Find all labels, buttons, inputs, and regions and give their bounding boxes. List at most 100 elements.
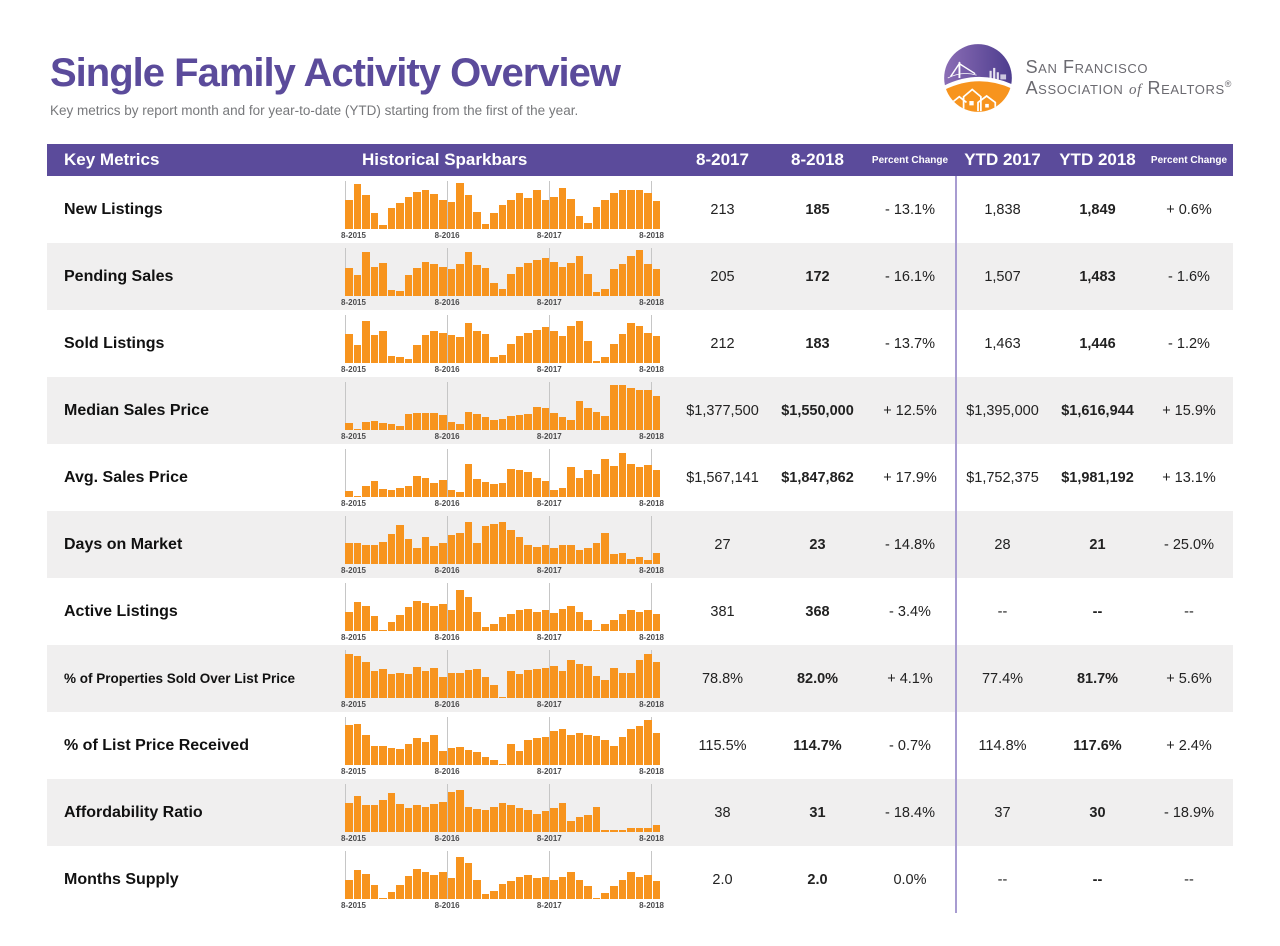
sparkbar-bar — [490, 806, 498, 832]
sparkbar-bar — [404, 607, 413, 631]
sparkbar-bar — [473, 669, 481, 698]
sparkbar-bar — [524, 670, 533, 698]
sparkbar-bar — [515, 876, 524, 899]
sparkbar-bar — [533, 813, 541, 832]
sparkbar-bars — [345, 248, 661, 296]
sparkbar-bar — [404, 744, 413, 765]
sparkbar-axis-label: 8-2015 — [341, 566, 366, 575]
sparkbar-bar — [507, 343, 515, 363]
sparkbar-bar — [387, 356, 396, 363]
col-header-month-2017: 8-2017 — [696, 150, 749, 169]
sparkbar-bar — [439, 802, 447, 832]
sparkbar-bar — [370, 335, 379, 363]
cell-m2017: 115.5% — [698, 737, 747, 754]
cell-mchange: - 3.4% — [889, 603, 931, 620]
sparkbar-axis-label: 8-2018 — [639, 499, 664, 508]
sparkbar-bar — [618, 672, 627, 698]
sparkbar-bar — [430, 668, 439, 698]
sfar-logo: San Francisco Association of Realtors® — [942, 42, 1232, 114]
sparkbar-bar — [575, 255, 584, 296]
sparkbar-bar — [464, 194, 473, 229]
sparkbar-bar — [533, 669, 541, 698]
cell-ytd2017: $1,752,375 — [966, 469, 1039, 486]
sparkbar-bar — [447, 202, 456, 229]
sparkbar-bar — [541, 811, 550, 832]
sparkbar-axis-label: 8-2016 — [434, 499, 460, 508]
sparkbar-gridline — [549, 516, 551, 564]
sparkbar-bar — [541, 610, 550, 631]
sparkbar-gridline — [345, 516, 346, 564]
sparkbar-bar — [439, 199, 447, 229]
sparkbar-bar — [421, 603, 430, 631]
sparkbar-bar — [609, 619, 618, 631]
sparkbar-bar — [592, 411, 601, 430]
sparkbar-bar — [404, 275, 413, 296]
sparkbar-bar — [575, 663, 584, 698]
sparkbar-bar — [515, 537, 524, 564]
sparkbar-bar — [558, 803, 567, 832]
sparkbar-bar — [490, 212, 498, 229]
sparkbar-axis-label: 8-2016 — [434, 901, 460, 910]
logo-line-2: Association of Realtors® — [1025, 77, 1232, 98]
sparkbar-bar — [396, 748, 404, 765]
sparkbar-bar — [524, 262, 533, 296]
cell-mchange: + 12.5% — [883, 402, 937, 419]
sparkbar-bar — [370, 671, 379, 698]
sparkbar-chart: 8-2015 8-2016 8-2017 8-2018 — [341, 243, 675, 310]
sparkbar-bar — [584, 735, 592, 765]
sparkbar-bar — [652, 552, 661, 564]
sparkbar-axis: 8-2015 8-2016 8-2017 8-2018 — [341, 901, 664, 911]
sparkbar-bar — [507, 273, 515, 296]
sparkbar-bar — [601, 532, 609, 564]
sparkbar-bar — [490, 484, 498, 497]
sparkbar-gridline — [549, 382, 551, 430]
sparkbar-bar — [635, 611, 644, 631]
sparkbar-bar — [413, 476, 421, 497]
sparkbar-bar — [498, 418, 507, 430]
sparkbar-bar — [456, 589, 464, 631]
sparkbar-bar — [584, 273, 592, 296]
sparkbar-bar — [601, 289, 609, 296]
sparkbar-bar — [507, 880, 515, 899]
sparkbar-bar — [379, 745, 387, 765]
sparkbar-bar — [558, 267, 567, 296]
sparkbar-bar — [447, 421, 456, 430]
sparkbar-bar — [464, 596, 473, 631]
sparkbar-bar — [567, 872, 575, 899]
sparkbar-bar — [575, 732, 584, 765]
cell-m2017: $1,567,141 — [686, 469, 759, 486]
sparkbar-axis-label: 8-2017 — [536, 298, 562, 307]
sparkbar-gridline — [447, 717, 449, 765]
sparkbar-bar — [421, 742, 430, 765]
sparkbar-bar — [387, 621, 396, 631]
sparkbar-bar — [481, 482, 490, 497]
sparkbar-chart: 8-2015 8-2016 8-2017 8-2018 — [341, 444, 675, 511]
sparkbar-bar — [618, 613, 627, 631]
sparkbar-bar — [498, 521, 507, 564]
sparkbar-chart: 8-2015 8-2016 8-2017 8-2018 — [341, 645, 675, 712]
sparkbar-bar — [567, 419, 575, 430]
sparkbar-bar — [413, 192, 421, 229]
sparkbar-bar — [404, 196, 413, 229]
cell-ytd2017: 77.4% — [981, 670, 1024, 687]
sparkbar-bar — [515, 336, 524, 363]
sparkbar-bar — [618, 263, 627, 296]
sparkbar-bar — [541, 737, 550, 765]
sparkbar-axis-label: 8-2017 — [536, 499, 562, 508]
ytd-divider-line — [955, 176, 957, 913]
cell-m2018: 183 — [805, 335, 830, 352]
sparkbar-bar — [353, 344, 362, 363]
sparkbar-bar — [635, 389, 644, 430]
sparkbar-bar — [413, 547, 421, 564]
sparkbar-bar — [464, 670, 473, 698]
sparkbar-bar — [447, 535, 456, 564]
sparkbar-gridline — [549, 449, 551, 497]
sparkbar-bar — [498, 803, 507, 832]
sparkbar-bar — [618, 829, 627, 832]
sparkbar-axis-label: 8-2018 — [639, 298, 664, 307]
sparkbar-bar — [379, 897, 387, 899]
sparkbar-axis: 8-2015 8-2016 8-2017 8-2018 — [341, 633, 664, 643]
cell-m2018: 2.0 — [807, 871, 828, 888]
cell-ytd2018: 81.7% — [1076, 670, 1119, 687]
cell-m2018: 185 — [805, 201, 830, 218]
